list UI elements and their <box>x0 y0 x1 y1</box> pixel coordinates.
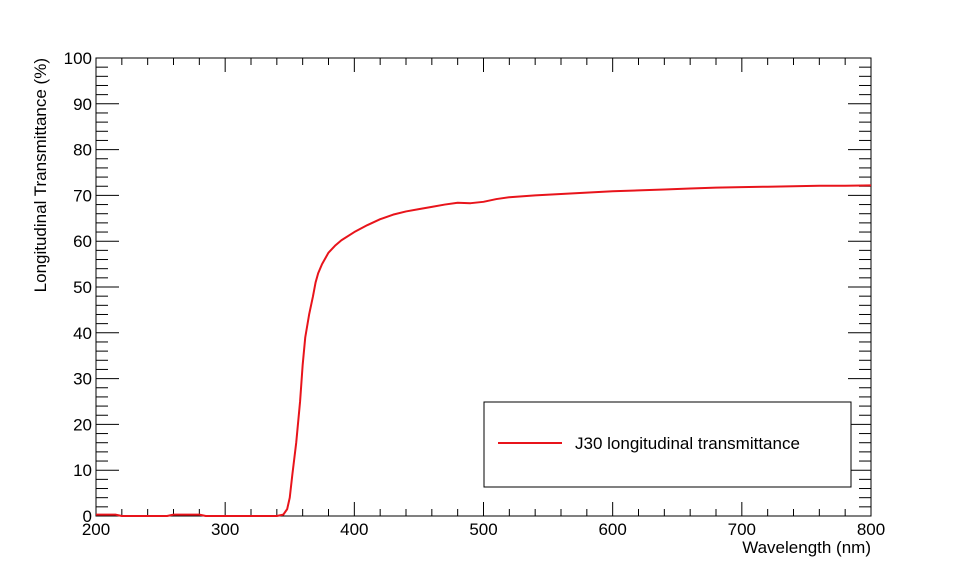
x-tick-label: 400 <box>340 520 368 539</box>
y-tick-label: 10 <box>73 461 92 480</box>
legend-entry-label: J30 longitudinal transmittance <box>575 434 800 453</box>
y-tick-label: 20 <box>73 415 92 434</box>
y-tick-label: 0 <box>83 507 92 526</box>
x-tick-label: 200 <box>82 520 110 539</box>
legend-box <box>483 401 852 488</box>
y-tick-label: 40 <box>73 324 92 343</box>
y-tick-labels: 0 10 20 30 40 50 60 70 80 90 100 <box>64 49 92 526</box>
y-tick-label: 80 <box>73 141 92 160</box>
y-tick-label: 90 <box>73 95 92 114</box>
y-tick-label: 100 <box>64 49 92 68</box>
y-axis-title: Longitudinal Transmittance (%) <box>31 58 50 292</box>
y-tick-label: 50 <box>73 278 92 297</box>
legend: J30 longitudinal transmittance <box>483 401 852 488</box>
series-line-0 <box>96 184 872 517</box>
x-tick-label: 700 <box>728 520 756 539</box>
y-tick-label: 60 <box>73 232 92 251</box>
axis-ticks <box>95 57 872 517</box>
x-tick-label: 800 <box>857 520 885 539</box>
y-tick-label: 30 <box>73 370 92 389</box>
x-axis-title: Wavelength (nm) <box>742 538 871 557</box>
series-lines <box>96 184 872 517</box>
x-tick-label: 300 <box>211 520 239 539</box>
x-tick-labels: 200 300 400 500 600 700 800 <box>82 520 885 539</box>
y-tick-label: 70 <box>73 186 92 205</box>
x-tick-label: 600 <box>598 520 626 539</box>
x-tick-label: 500 <box>469 520 497 539</box>
